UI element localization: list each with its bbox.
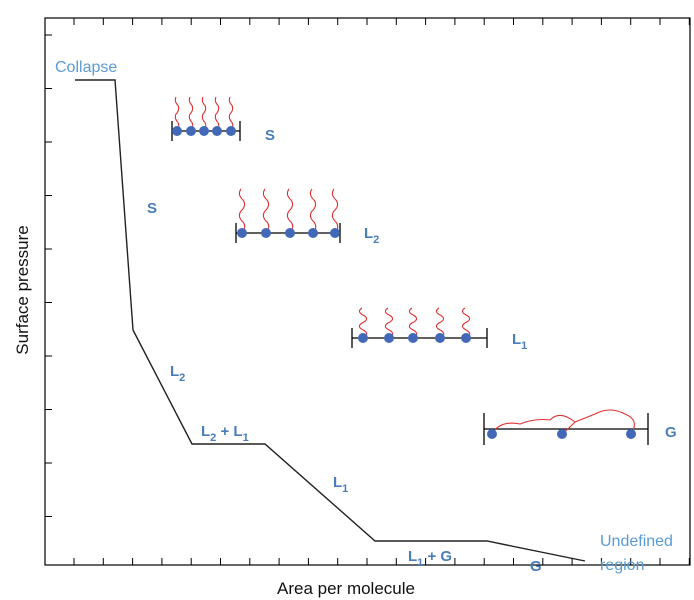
- tail: [238, 188, 246, 234]
- label-text: L: [333, 474, 342, 491]
- head: [358, 333, 368, 343]
- phase-label: S: [265, 127, 275, 144]
- head: [487, 429, 497, 439]
- head: [408, 333, 418, 343]
- label-text: L: [201, 423, 210, 440]
- subscript: 2: [373, 234, 379, 246]
- tail: [491, 414, 576, 435]
- phase-label: L2: [170, 363, 185, 384]
- tail: [262, 188, 270, 234]
- molecule-sketches: [171, 96, 649, 445]
- phase-label: G: [530, 558, 542, 575]
- tail: [331, 188, 339, 234]
- head: [199, 126, 209, 136]
- head: [308, 228, 318, 238]
- phase-label: L1: [333, 474, 348, 495]
- head: [237, 228, 247, 238]
- label-text: L: [512, 331, 521, 348]
- label-text: L: [364, 225, 373, 242]
- tail: [358, 307, 368, 339]
- label-text: G: [665, 424, 677, 441]
- tail: [384, 307, 394, 339]
- head: [212, 126, 222, 136]
- collapse-label: Collapse: [55, 59, 117, 76]
- subscript: 1: [417, 557, 423, 569]
- phase-label: L1 + G: [408, 548, 452, 569]
- label-text: + L: [216, 423, 242, 440]
- subscript: 1: [243, 432, 249, 444]
- tail: [435, 307, 445, 339]
- label-text: G: [530, 558, 542, 575]
- head: [461, 333, 471, 343]
- tail: [214, 96, 220, 132]
- head: [172, 126, 182, 136]
- tail: [228, 96, 234, 132]
- tail: [201, 96, 207, 132]
- head: [285, 228, 295, 238]
- head: [384, 333, 394, 343]
- tail: [174, 96, 180, 132]
- isotherm-curve: [75, 79, 586, 562]
- head: [626, 429, 636, 439]
- label-text: + G: [423, 548, 452, 565]
- head: [557, 429, 567, 439]
- tail: [188, 96, 194, 132]
- phase-label: L2: [364, 225, 379, 246]
- head: [186, 126, 196, 136]
- y-axis-label: Surface pressure: [13, 225, 32, 354]
- label-text: L: [170, 363, 179, 380]
- phase-label: S: [147, 200, 157, 217]
- phase-label: G: [665, 424, 677, 441]
- head: [226, 126, 236, 136]
- tail: [461, 307, 471, 339]
- phase-label: L1: [512, 331, 527, 352]
- tail: [574, 409, 635, 435]
- subscript: 1: [342, 483, 348, 495]
- head: [435, 333, 445, 343]
- phase-label: L2 + L1: [201, 423, 249, 444]
- label-text: S: [147, 200, 157, 217]
- label-text: L: [408, 548, 417, 565]
- undefined-label: region: [600, 557, 644, 574]
- head: [261, 228, 271, 238]
- subscript: 2: [179, 372, 185, 384]
- label-text: S: [265, 127, 275, 144]
- x-axis-label: Area per molecule: [277, 579, 415, 598]
- undefined-label: Undefined: [600, 533, 673, 550]
- subscript: 2: [210, 432, 216, 444]
- axis-ticks: [45, 18, 690, 565]
- tail: [408, 307, 418, 339]
- tail: [286, 188, 294, 234]
- tail: [309, 188, 317, 234]
- head: [330, 228, 340, 238]
- subscript: 1: [521, 340, 527, 352]
- plot-frame: [44, 17, 691, 566]
